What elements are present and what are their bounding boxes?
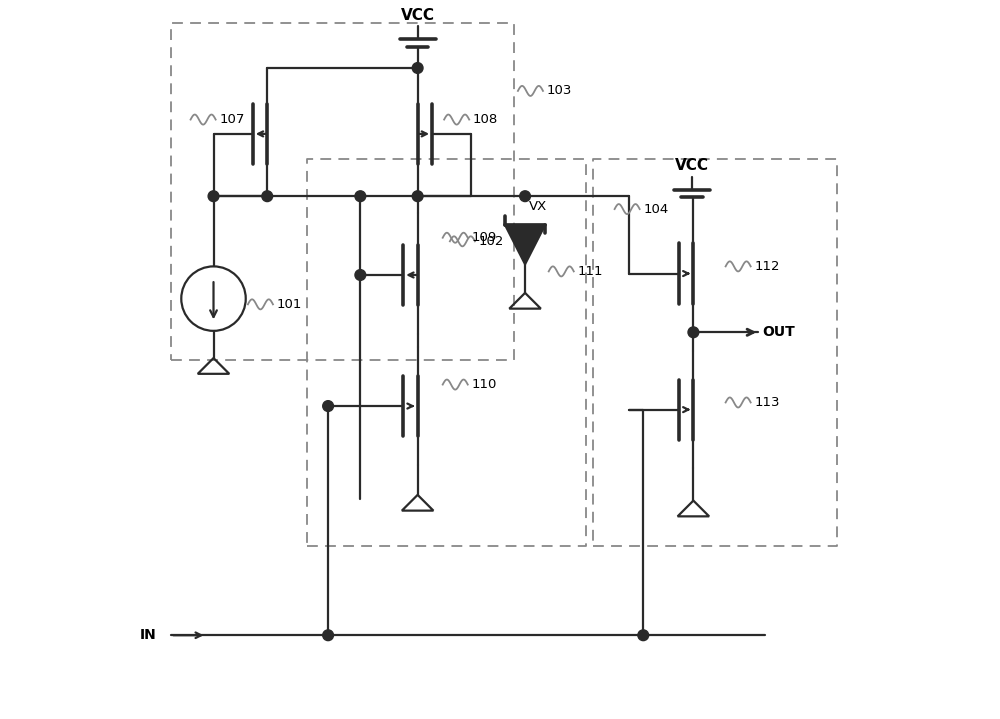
- Circle shape: [638, 630, 649, 641]
- Circle shape: [323, 400, 333, 411]
- Text: 111: 111: [577, 265, 603, 278]
- Text: IN: IN: [139, 628, 156, 642]
- Text: VX: VX: [529, 200, 547, 213]
- Text: VCC: VCC: [675, 158, 709, 173]
- Polygon shape: [505, 225, 545, 265]
- Circle shape: [208, 191, 219, 201]
- Text: 109: 109: [471, 232, 497, 244]
- Circle shape: [412, 191, 423, 201]
- Text: 103: 103: [547, 84, 572, 97]
- Circle shape: [355, 191, 366, 201]
- Text: 102: 102: [479, 235, 504, 248]
- Text: 101: 101: [277, 298, 302, 311]
- Circle shape: [323, 630, 333, 641]
- Text: 108: 108: [473, 113, 498, 126]
- Text: 107: 107: [219, 113, 245, 126]
- Text: 113: 113: [754, 396, 780, 409]
- Text: 104: 104: [643, 203, 668, 216]
- Circle shape: [688, 327, 699, 338]
- Text: 112: 112: [754, 260, 780, 273]
- Circle shape: [355, 270, 366, 280]
- Circle shape: [412, 63, 423, 73]
- Text: 110: 110: [471, 378, 497, 391]
- Circle shape: [520, 191, 530, 201]
- Text: OUT: OUT: [762, 325, 795, 339]
- Text: VCC: VCC: [401, 8, 435, 23]
- Circle shape: [262, 191, 273, 201]
